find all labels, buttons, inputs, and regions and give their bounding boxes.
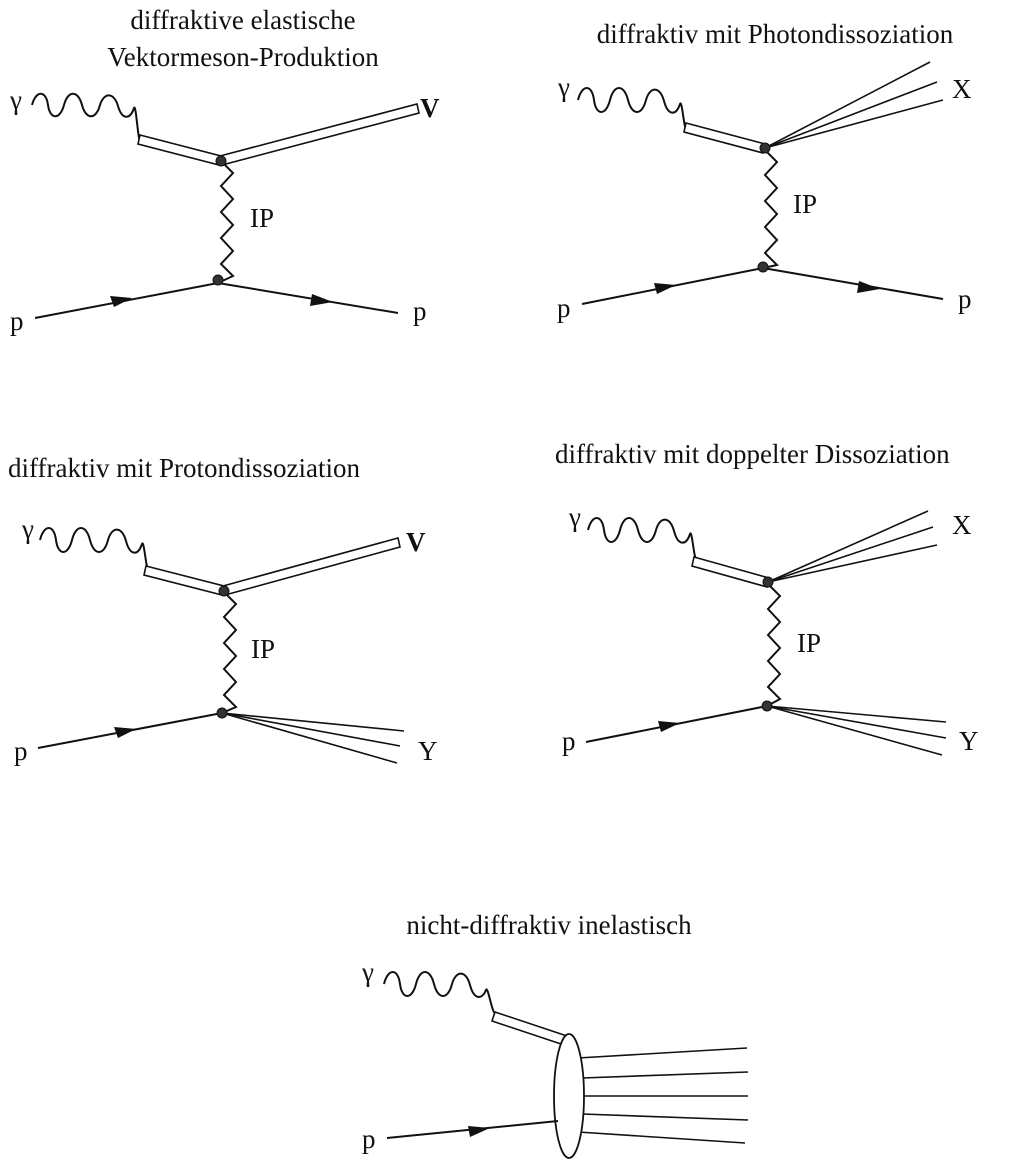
diagram-2-x-line-3 [764,99,944,149]
diagram-2-pomeron-line [762,149,780,269]
diagram-3-lower-out-label: Y [418,736,438,766]
diagram-4-x-line-3 [767,544,938,583]
diagram-4-x-line-2 [767,526,934,583]
diagram-3-vm-tube-out [222,537,401,596]
diagram-2-upper-out-label: X [952,74,972,104]
diagram-3-photon-line [39,527,149,570]
diagram-1-exchange-label: IP [250,203,274,233]
diagram-2-x-line-1 [764,61,931,149]
diagram-4-proton-in-label: p [562,726,576,756]
diagram-2-lower-out-label: p [958,284,972,314]
diagram-1-lower-out-label: p [413,296,427,326]
diagram-3-vm-tube-in [143,565,225,596]
diagram-3-exchange-label: IP [251,634,275,664]
diagram-1-proton-out-line [217,282,399,314]
diagram-4-proton-in-arrow [658,721,680,732]
diagram-1-proton-in-label: p [10,306,24,336]
diagram-4-x-line-1 [767,510,929,583]
diagram-elastic-vm: diffraktive elastische Vektormeson-Produ… [9,5,440,336]
diagram-3-y-line-1 [221,712,405,732]
diagram-2-proton-in-arrow [654,283,676,294]
diagram-3-proton-in-arrow [114,727,136,738]
diagram-4-upper-out-label: X [952,510,972,540]
diagram-3-lower-vertex [216,707,228,719]
diagram-1-title-line-1: diffraktive elastische [130,5,355,35]
diagram-2-proton-out-arrow [857,281,880,293]
diagram-2-upper-vertex [759,142,771,154]
diagram-3-title-line-1: diffraktiv mit Protondissoziation [8,453,360,483]
diagram-5-out-line-2 [581,1071,749,1079]
diagram-double-dissociation: diffraktiv mit doppelter Dissoziation γ … [555,439,979,756]
diagram-1-photon-line [31,92,141,142]
diagram-non-diffractive: nicht-diffraktiv inelastisch γ p [361,910,749,1159]
diagram-2-proton-in-label: p [557,293,571,323]
diagram-1-title-line-2: Vektormeson-Produktion [107,42,379,72]
diagram-4-y-line-3 [766,705,943,756]
diagram-2-exchange-label: IP [793,189,817,219]
diagram-1-lower-vertex [212,274,224,286]
diagram-1-proton-in-arrow [110,296,132,307]
diagram-1-upper-out-label: V [420,93,440,123]
diagram-4-photon-label: γ [568,502,581,532]
diagram-4-lower-out-label: Y [959,726,979,756]
diagram-3-pomeron-line [221,591,238,714]
diagram-4-y-line-2 [766,705,947,739]
diagram-4-photon-line [587,517,697,560]
diagram-4-title-line-1: diffraktiv mit doppelter Dissoziation [555,439,950,469]
diagram-2-x-line-2 [764,81,938,149]
diagram-4-lower-vertex [761,700,773,712]
diagram-1-pomeron-line [217,160,235,284]
diagram-1-proton-out-arrow [310,294,333,306]
diagram-2-photon-line [577,87,687,130]
diagram-3-upper-out-label: V [406,527,426,557]
diagram-3-upper-vertex [218,585,230,597]
diagram-5-photon-line [383,971,497,1016]
diagram-1-vm-tube-out [219,103,420,166]
diagram-5-photon-tube [490,1010,569,1047]
diagram-4-exchange-label: IP [797,628,821,658]
diagram-5-proton-in-label: p [362,1124,376,1154]
diagram-3-proton-in-label: p [14,736,28,766]
diagram-1-upper-vertex [215,155,227,167]
diagram-5-out-line-5 [577,1131,746,1144]
diagram-photon-dissociation: diffraktiv mit Photondissoziation γ X IP… [557,19,972,323]
diagram-proton-dissociation: diffraktiv mit Protondissoziation γ V IP… [8,453,438,766]
diagram-5-out-line-1 [577,1047,748,1059]
diagram-5-out-line-4 [581,1113,749,1121]
diagram-4-upper-vertex [762,576,774,588]
diagram-5-title-line-1: nicht-diffraktiv inelastisch [406,910,692,940]
diagram-1-vm-tube-in [137,134,222,166]
diagram-2-photon-label: γ [557,72,570,102]
diagram-5-proton-in-arrow [468,1126,490,1137]
diagram-4-photon-tube [691,556,770,588]
diagram-3-y-line-3 [221,712,398,764]
diagram-2-proton-out-line [762,267,944,300]
diagram-2-lower-vertex [757,261,769,273]
diagram-1-photon-label: γ [9,85,22,115]
diagram-3-photon-label: γ [21,514,34,544]
diagram-2-title-line-1: diffraktiv mit Photondissoziation [597,19,954,49]
diagram-2-photon-tube [683,122,766,154]
diagram-5-photon-label: γ [361,957,374,987]
diagram-4-pomeron-line [766,583,782,707]
diagram-5-interaction-blob [553,1033,585,1159]
diagram-4-y-line-1 [766,705,947,723]
diagram-3-y-line-2 [221,712,401,747]
